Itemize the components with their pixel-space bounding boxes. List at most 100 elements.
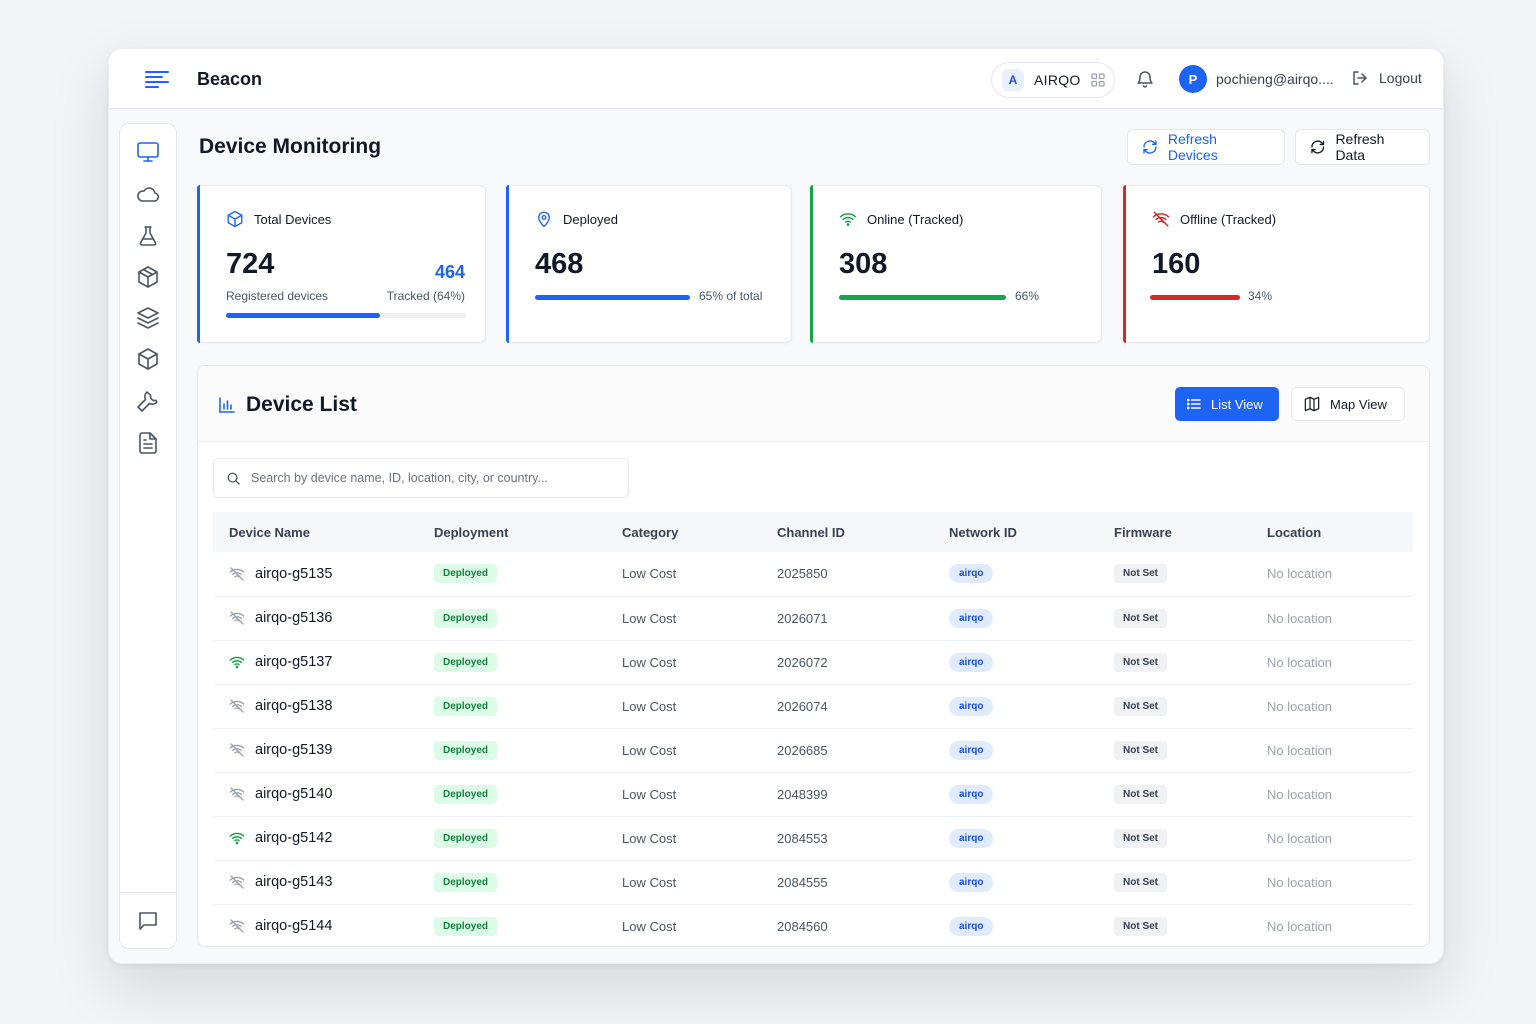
box-icon[interactable] [136, 265, 160, 289]
device-name[interactable]: airqo-g5143 [255, 874, 333, 890]
wifi-off-icon [229, 875, 245, 889]
deployment-badge: Deployed [434, 696, 498, 716]
device-name[interactable]: airqo-g5139 [255, 742, 333, 758]
card-header: Deployed [535, 210, 618, 228]
column-header[interactable]: Category [622, 524, 679, 540]
column-header[interactable]: Device Name [229, 524, 310, 540]
channel-id-cell: 2084560 [777, 918, 828, 934]
channel-id-cell: 2084555 [777, 874, 828, 890]
menu-icon[interactable] [145, 69, 171, 89]
refresh-icon [1311, 140, 1325, 154]
search-input[interactable] [251, 471, 621, 485]
firmware-badge: Not Set [1114, 696, 1167, 716]
deployment-badge: Deployed [434, 564, 498, 584]
network-cell: airqo [933, 640, 1098, 684]
app-title: Beacon [197, 69, 263, 89]
cloud-icon[interactable] [136, 182, 160, 206]
search-box[interactable] [213, 458, 629, 498]
stat-card-total: Total Devices 724 Registered devices 464… [197, 185, 486, 343]
search-icon [227, 472, 240, 485]
package-icon[interactable] [136, 347, 160, 371]
device-list-title: Device List [218, 393, 357, 417]
device-name[interactable]: airqo-g5144 [255, 918, 333, 934]
deployment-cell: Deployed [418, 904, 606, 946]
channel-id-cell: 2026071 [777, 610, 828, 626]
box-icon [227, 210, 243, 228]
category-cell: Low Cost [622, 742, 677, 758]
deployment-cell: Deployed [418, 596, 606, 640]
org-switcher[interactable]: A AIRQO [991, 62, 1115, 98]
table-body: airqo-g5135 Deployed Low Cost 2025850 airqo N… [213, 552, 1413, 946]
network-cell: airqo [933, 596, 1098, 640]
network-cell: airqo [933, 552, 1098, 596]
user-email[interactable]: pochieng@airqo.... [1216, 71, 1334, 87]
wifi-off-icon [229, 699, 245, 713]
network-cell: airqo [933, 816, 1098, 860]
layers-icon[interactable] [136, 306, 160, 330]
org-name: AIRQO [1034, 72, 1081, 88]
refresh-devices-button[interactable]: Refresh Devices [1127, 129, 1285, 165]
bell-icon[interactable] [1135, 69, 1155, 89]
column-header[interactable]: Network ID [949, 524, 1017, 540]
table-row[interactable]: airqo-g5135 Deployed Low Cost 2025850 airqo N… [213, 552, 1413, 596]
table-row[interactable]: airqo-g5143 Deployed Low Cost 2084555 airqo N… [213, 860, 1413, 904]
flask-icon[interactable] [136, 224, 160, 248]
device-name-cell: airqo-g5135 [213, 552, 418, 596]
network-cell: airqo [933, 728, 1098, 772]
table-row[interactable]: airqo-g5138 Deployed Low Cost 2026074 airqo N… [213, 684, 1413, 728]
online-progress-track [839, 295, 1006, 300]
network-cell: airqo [933, 684, 1098, 728]
firmware-cell: Not Set [1098, 640, 1251, 684]
deployment-badge: Deployed [434, 652, 498, 672]
device-name[interactable]: airqo-g5137 [255, 654, 333, 670]
network-badge: airqo [949, 608, 994, 628]
wifi-icon [839, 213, 857, 226]
map-view-button[interactable]: Map View [1291, 387, 1405, 421]
device-name[interactable]: airqo-g5140 [255, 786, 333, 802]
online-progress-fill [839, 295, 1006, 300]
table-row[interactable]: airqo-g5140 Deployed Low Cost 2048399 airqo N… [213, 772, 1413, 816]
table-row[interactable]: airqo-g5139 Deployed Low Cost 2026685 airqo N… [213, 728, 1413, 772]
wifi-off-icon [1152, 211, 1170, 227]
message-icon[interactable] [136, 909, 160, 933]
table-row[interactable]: airqo-g5136 Deployed Low Cost 2026071 airqo N… [213, 596, 1413, 640]
list-icon [1187, 398, 1201, 410]
device-name[interactable]: airqo-g5135 [255, 565, 333, 582]
refresh-icon [1143, 140, 1157, 154]
device-name[interactable]: airqo-g5138 [255, 698, 333, 714]
map-icon [1304, 396, 1320, 412]
table-row[interactable]: airqo-g5142 Deployed Low Cost 2084553 airqo N… [213, 816, 1413, 860]
column-header[interactable]: Location [1267, 524, 1322, 540]
device-table: Device Name Deployment Category Channel … [213, 512, 1413, 946]
file-icon[interactable] [136, 431, 160, 455]
firmware-badge: Not Set [1114, 872, 1167, 892]
user-avatar[interactable]: P [1179, 65, 1207, 93]
refresh-data-button[interactable]: Refresh Data [1295, 129, 1430, 165]
channel-id-cell: 2025850 [777, 566, 828, 582]
channel-id-cell: 2026074 [777, 698, 828, 714]
table-row[interactable]: airqo-g5137 Deployed Low Cost 2026072 airqo N… [213, 640, 1413, 684]
firmware-cell: Not Set [1098, 904, 1251, 946]
list-view-button[interactable]: List View [1175, 387, 1279, 421]
column-header[interactable]: Deployment [434, 524, 509, 540]
device-list-header: Device List List View Map View [198, 366, 1429, 442]
logout-button[interactable]: Logout [1351, 69, 1422, 87]
device-name[interactable]: airqo-g5142 [255, 830, 333, 846]
registered-devices-label: Registered devices [226, 289, 329, 303]
deployed-value: 468 [535, 248, 584, 280]
column-header[interactable]: Channel ID [777, 524, 845, 540]
wifi-off-icon [229, 611, 245, 625]
monitor-icon[interactable] [136, 140, 160, 164]
refresh-data-label: Refresh Data [1335, 131, 1385, 163]
channel-id-cell: 2048399 [777, 786, 828, 802]
offline-progress-track [1150, 295, 1414, 300]
device-name-cell: airqo-g5139 [213, 728, 418, 772]
table-row[interactable]: airqo-g5144 Deployed Low Cost 2084560 airqo N… [213, 904, 1413, 946]
total-devices-value: 724 [226, 248, 275, 280]
device-name[interactable]: airqo-g5136 [255, 610, 333, 626]
wifi-off-icon [229, 743, 245, 757]
firmware-cell: Not Set [1098, 816, 1251, 860]
column-header[interactable]: Firmware [1114, 524, 1172, 540]
firmware-badge: Not Set [1114, 740, 1167, 760]
wrench-icon[interactable] [136, 389, 160, 413]
